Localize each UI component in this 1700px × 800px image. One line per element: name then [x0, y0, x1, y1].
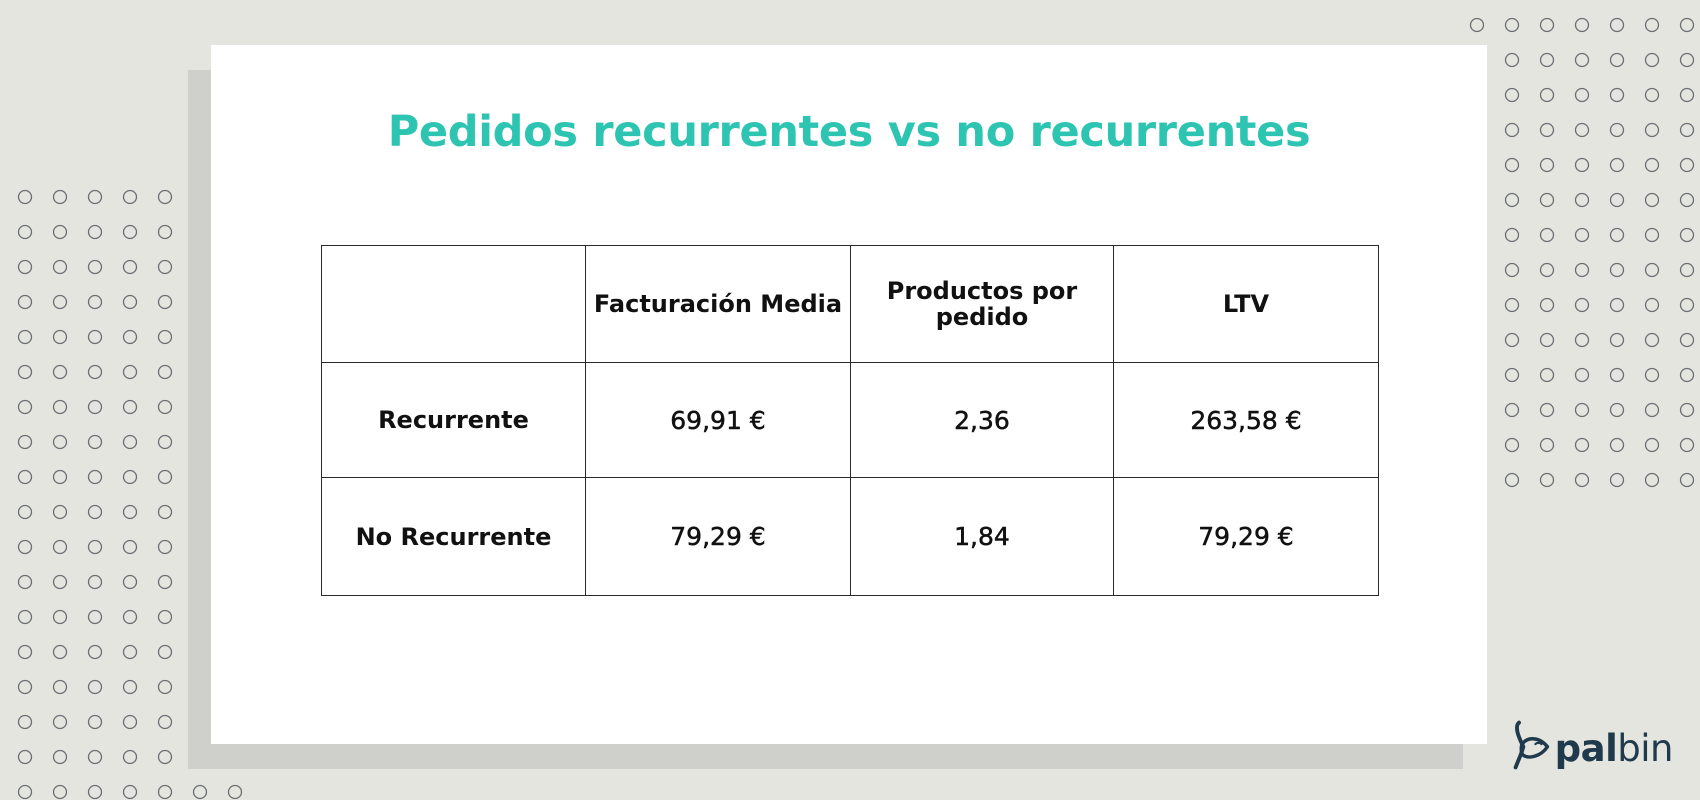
- header-productos-por-pedido: Productos por pedido: [850, 245, 1114, 363]
- cell-productos-por-pedido: 1,84: [850, 477, 1114, 596]
- cell-ltv: 263,58 €: [1113, 362, 1379, 478]
- table-row: No Recurrente 79,29 € 1,84 79,29 €: [321, 477, 1379, 596]
- palbin-fish-icon: [1513, 720, 1550, 770]
- cell-ltv: 79,29 €: [1113, 477, 1379, 596]
- header-empty-cell: [321, 245, 586, 363]
- palbin-logo: palbin: [1513, 716, 1673, 774]
- cell-facturacion-media: 69,91 €: [585, 362, 851, 478]
- header-facturacion-media: Facturación Media: [585, 245, 851, 363]
- slide-title: Pedidos recurrentes vs no recurrentes: [387, 107, 1311, 157]
- logo-text-bin: bin: [1617, 726, 1673, 770]
- logo-text-pal: pal: [1554, 726, 1618, 770]
- comparison-table: Facturación Media Productos por pedido L…: [321, 245, 1379, 596]
- header-ltv: LTV: [1113, 245, 1379, 363]
- table-header-row: Facturación Media Productos por pedido L…: [321, 245, 1379, 363]
- logo-wordmark: palbin: [1554, 726, 1674, 770]
- table-row: Recurrente 69,91 € 2,36 263,58 €: [321, 362, 1379, 478]
- row-label-recurrente: Recurrente: [321, 362, 586, 478]
- row-label-no-recurrente: No Recurrente: [321, 477, 586, 596]
- cell-facturacion-media: 79,29 €: [585, 477, 851, 596]
- cell-productos-por-pedido: 2,36: [850, 362, 1114, 478]
